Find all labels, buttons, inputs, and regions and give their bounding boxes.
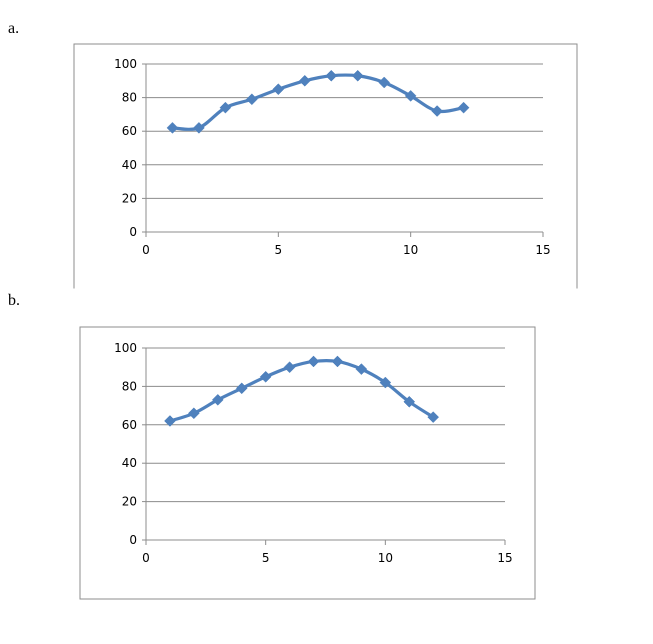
chart-b-ytick-label-20: 20: [122, 495, 137, 509]
chart-a-data-point-4: [246, 93, 258, 106]
chart-b-data-point-7: [307, 355, 320, 368]
chart-b-data-point-5: [259, 370, 272, 383]
chart-a-data-point-6: [298, 74, 311, 87]
chart-b-data-point-4: [235, 382, 248, 395]
chart-a-xtick-label-0: 0: [142, 243, 150, 257]
chart-a-ytick-label-80: 80: [122, 91, 137, 105]
chart-a-xtick-label-15: 15: [535, 243, 550, 257]
chart-b-xtick-label-0: 0: [142, 551, 150, 565]
chart-a-chart-border: [73, 43, 578, 291]
chart-b-data-point-3: [211, 393, 224, 406]
chart-b-ytick-label-40: 40: [122, 456, 137, 470]
chart-b-xtick-label-5: 5: [262, 551, 270, 565]
chart-b-ytick-label-0: 0: [129, 533, 137, 547]
chart-b-data-point-11: [403, 395, 416, 408]
chart-a-ytick-label-20: 20: [122, 191, 137, 205]
chart-b-ytick-label-100: 100: [114, 341, 137, 355]
panel-b-label: b.: [8, 292, 20, 309]
chart-a-data-point-2: [193, 121, 205, 134]
chart-b-ytick-label-60: 60: [122, 418, 137, 432]
chart-b-data-point-2: [188, 407, 200, 420]
chart-a-xtick-label-10: 10: [403, 243, 418, 257]
chart-b-data-point-12: [427, 411, 440, 423]
chart-b-xtick-label-15: 15: [497, 551, 512, 565]
chart-a-data-point-5: [272, 83, 285, 96]
chart-b-data-point-8: [331, 355, 344, 368]
chart-b-xtick-label-10: 10: [378, 551, 393, 565]
chart-a-data-point-9: [378, 76, 391, 89]
chart-b-ytick-label-80: 80: [122, 379, 137, 393]
chart-b-data-point-10: [379, 376, 392, 389]
chart-a-data-point-1: [166, 121, 179, 134]
chart-a-ytick-label-0: 0: [129, 225, 137, 239]
chart-a-ytick-label-100: 100: [114, 57, 137, 71]
chart-a-data-point-10: [404, 90, 417, 102]
panel-a-label: a.: [8, 20, 20, 37]
chart-a-data-point-11: [431, 105, 443, 117]
chart-b-data-point-9: [355, 363, 368, 375]
chart-a-data-point-3: [219, 101, 232, 114]
chart-b-data-point-6: [283, 361, 296, 374]
chart-a-ytick-label-60: 60: [122, 124, 137, 138]
chart-a-data-point-8: [351, 69, 364, 82]
chart-a-data-point-12: [457, 101, 470, 114]
chart-a-ytick-label-40: 40: [122, 158, 137, 172]
chart-b-data-point-1: [164, 415, 176, 427]
chart-a-data-point-7: [325, 69, 338, 82]
chart-a-xtick-label-5: 5: [275, 243, 283, 257]
